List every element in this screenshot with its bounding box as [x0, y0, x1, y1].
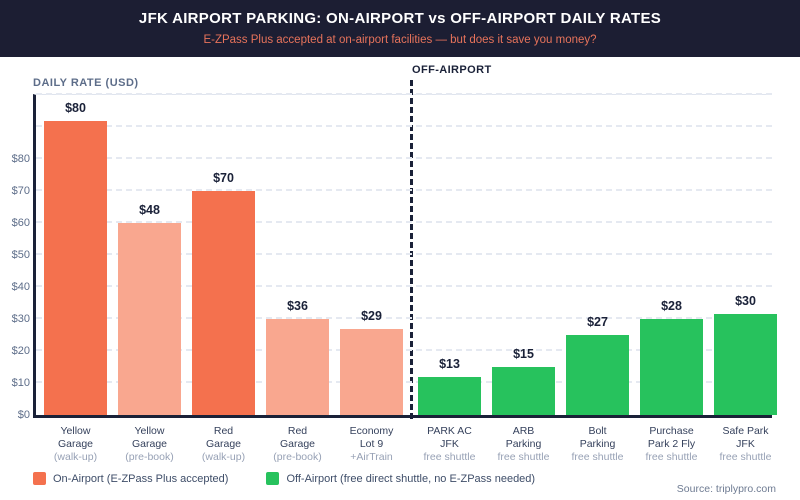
y-tick-label: $10 [11, 377, 30, 389]
x-label-sub-line: (pre-book) [125, 451, 174, 463]
x-label-name-line: Parking [505, 438, 542, 450]
legend-swatch [266, 472, 280, 485]
legend-label: On-Airport (E-ZPass Plus accepted) [53, 472, 229, 485]
x-label-name-line: Safe Park [722, 425, 769, 437]
x-label-name-line: Park 2 Fly [647, 438, 696, 450]
legend-item: On-Airport (E-ZPass Plus accepted) [33, 472, 228, 485]
bar-value-label: $27 [587, 315, 608, 329]
x-label-name-line: Yellow [134, 425, 165, 437]
y-tick-label: $30 [11, 313, 30, 325]
x-label-sub-line: free shuttle [497, 451, 550, 463]
y-tick-label: $50 [11, 249, 30, 261]
x-label-economy-lot-9-airtrain: Economy Lot 9 +AirTrain [327, 425, 417, 464]
gridline [36, 317, 772, 319]
x-label-sub-line: (walk-up) [53, 451, 98, 463]
y-tick-label: $40 [11, 281, 30, 293]
bar-arb-parking-free-shuttle: $15 [492, 347, 555, 415]
legend-item: Off-Airport (free direct shuttle, no E-Z… [266, 472, 535, 485]
chart-subtitle: E-ZPass Plus accepted at on-airport faci… [203, 34, 597, 46]
x-label-name-line: Garage [57, 438, 94, 450]
off-airport-section-label: OFF-AIRPORT [412, 64, 492, 76]
bar-red-garage-walk-up: $70 [192, 171, 255, 415]
y-axis-title: DAILY RATE (USD) [33, 77, 139, 89]
x-label-sub-line: free shuttle [571, 451, 624, 463]
bar-bolt-parking-free-shuttle: $27 [566, 315, 629, 415]
bar-yellow-garage-pre-book: $48 [118, 203, 181, 415]
gridline [36, 381, 772, 383]
bar-value-label: $15 [513, 347, 534, 361]
x-axis-labels: Yellow Garage (walk-up) Yellow Garage (pre-bo… [0, 425, 800, 471]
x-label-park-ac-jfk-free-shuttle: PARK AC JFK free shuttle [405, 425, 495, 464]
x-label-name-line: JFK [440, 438, 459, 450]
bar-value-label: $80 [65, 100, 86, 115]
chart-title: JFK AIRPORT PARKING: ON-AIRPORT vs OFF-A… [138, 10, 662, 27]
x-label-name-line: Garage [131, 438, 168, 450]
y-tick-label: $20 [11, 345, 30, 357]
gridline [36, 189, 772, 191]
x-label-sub-line: free shuttle [645, 451, 698, 463]
x-label-purchase-park-2-fly-free-shuttle: Purchase Park 2 Fly free shuttle [627, 425, 717, 464]
x-label-sub-line: (walk-up) [201, 451, 246, 463]
bar-red-garage-pre-book: $36 [266, 299, 329, 415]
x-label-arb-parking-free-shuttle: ARB Parking free shuttle [479, 425, 569, 464]
x-label-name-line: ARB [512, 425, 535, 437]
y-tick-label: $0 [17, 409, 30, 421]
gridline [36, 157, 772, 159]
x-label-yellow-garage-walk-up: Yellow Garage (walk-up) [31, 425, 121, 464]
legend-label: Off-Airport (free direct shuttle, no E-Z… [286, 472, 536, 485]
x-label-name-line: Red [213, 425, 234, 437]
section-divider-dashed-line [410, 80, 413, 419]
bar-purchase-park-2-fly-free-shuttle: $28 [640, 299, 703, 415]
bar-value-label: $28 [661, 299, 682, 313]
bar-value-label: $13 [439, 356, 460, 371]
bar-value-label: $48 [139, 203, 160, 217]
x-label-name-line: JFK [736, 438, 755, 450]
bar-economy-lot-9-airtrain: $29 [340, 309, 403, 415]
bar-value-label: $36 [287, 299, 308, 313]
x-label-name-line: Bolt [588, 425, 607, 437]
x-label-bolt-parking-free-shuttle: Bolt Parking free shuttle [553, 425, 643, 464]
x-label-name-line: PARK AC [427, 425, 472, 437]
gridline [36, 125, 772, 127]
x-label-sub-line: +AirTrain [350, 451, 393, 463]
bar-park-ac-jfk-free-shuttle: $13 [418, 357, 481, 415]
x-label-name-line: Parking [579, 438, 616, 450]
header-band: JFK AIRPORT PARKING: ON-AIRPORT vs OFF-A… [0, 0, 800, 57]
legend: On-Airport (E-ZPass Plus accepted) Off-Ai… [33, 472, 535, 485]
legend-swatch [33, 472, 46, 485]
y-tick-label: $80 [11, 153, 30, 165]
x-label-name-line: Economy [349, 425, 394, 437]
gridline [36, 285, 772, 287]
x-label-red-garage-walk-up: Red Garage (walk-up) [179, 425, 269, 464]
y-tick-label: $70 [11, 185, 30, 197]
gridline [36, 221, 772, 223]
x-label-sub-line: free shuttle [719, 451, 772, 463]
y-tick-label: $60 [11, 217, 30, 229]
x-label-safe-park-jfk-free-shuttle: Safe Park JFK free shuttle [701, 425, 791, 464]
source-credit: Source: triplypro.com [676, 483, 776, 495]
gridline [36, 93, 772, 95]
x-label-red-garage-pre-book: Red Garage (pre-book) [253, 425, 343, 464]
x-label-name-line: Red [287, 425, 308, 437]
x-label-name-line: Yellow [60, 425, 91, 437]
bar-safe-park-jfk-free-shuttle: $30 [714, 294, 777, 415]
x-label-sub-line: free shuttle [423, 451, 476, 463]
x-label-name-line: Lot 9 [359, 438, 384, 450]
x-label-sub-line: (pre-book) [273, 451, 322, 463]
x-label-name-line: Garage [205, 438, 242, 450]
gridline [36, 349, 772, 351]
x-label-name-line: Garage [279, 438, 316, 450]
x-label-name-line: Purchase [649, 425, 694, 437]
gridline [36, 253, 772, 255]
plot-area: $0 $10 $20 $30 $40 $50 $60 $70 $80 $80 $48 $70 $36 $2… [12, 80, 777, 421]
bar-yellow-garage-walk-up: $80 [44, 101, 107, 415]
bar-value-label: $29 [361, 308, 382, 323]
x-label-yellow-garage-pre-book: Yellow Garage (pre-book) [105, 425, 195, 464]
bar-value-label: $70 [213, 171, 234, 185]
bar-value-label: $30 [735, 294, 756, 309]
